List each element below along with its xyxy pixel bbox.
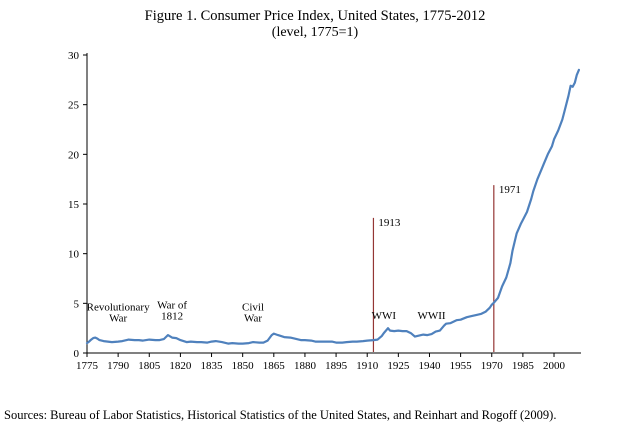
x-tick-label: 1940 bbox=[418, 360, 441, 372]
vline-label-1913: 1913 bbox=[378, 217, 401, 229]
y-tick-label: 20 bbox=[68, 149, 80, 161]
y-tick-label: 15 bbox=[68, 199, 80, 211]
y-tick-label: 25 bbox=[68, 100, 80, 112]
figure-title-line1: Figure 1. Consumer Price Index, United S… bbox=[144, 8, 486, 24]
x-tick-label: 1895 bbox=[325, 360, 348, 372]
source-note: Sources: Bureau of Labor Statistics, His… bbox=[4, 408, 557, 422]
x-tick-label: 1820 bbox=[169, 360, 192, 372]
x-tick-label: 1880 bbox=[294, 360, 317, 372]
vline-label-1971: 1971 bbox=[499, 184, 521, 196]
event-label: Revolutionary War bbox=[87, 301, 150, 324]
event-label: Civil War bbox=[242, 301, 264, 324]
event-label: War of 1812 bbox=[157, 299, 187, 322]
x-tick-label: 1850 bbox=[232, 360, 255, 372]
figure-title-line2: (level, 1775=1) bbox=[271, 25, 359, 40]
x-tick-label: 2000 bbox=[543, 360, 566, 372]
x-tick-label: 1775 bbox=[76, 360, 99, 372]
x-tick-label: 1865 bbox=[263, 360, 286, 372]
y-tick-label: 0 bbox=[74, 348, 80, 360]
x-tick-label: 1955 bbox=[450, 360, 473, 372]
y-tick-label: 5 bbox=[74, 298, 80, 310]
x-tick-label: 1790 bbox=[107, 360, 130, 372]
cpi-series-line bbox=[85, 68, 581, 345]
x-tick-label: 1835 bbox=[201, 360, 224, 372]
x-tick-label: 1910 bbox=[356, 360, 379, 372]
cpi-line-chart: 1775 1790 1805 1820 1835 1850 1865 1880 1895 1910… bbox=[68, 50, 581, 372]
x-tick-label: 1925 bbox=[387, 360, 410, 372]
y-tick-label: 10 bbox=[68, 249, 80, 261]
event-label: WWI bbox=[372, 310, 397, 322]
x-tick-label: 1805 bbox=[138, 360, 161, 372]
x-tick-label: 1970 bbox=[481, 360, 504, 372]
x-tick-label: 1985 bbox=[512, 360, 535, 372]
event-label: WWII bbox=[418, 310, 446, 322]
y-tick-label: 30 bbox=[68, 50, 80, 62]
figure-title: Figure 1. Consumer Price Index, United S… bbox=[0, 0, 630, 41]
